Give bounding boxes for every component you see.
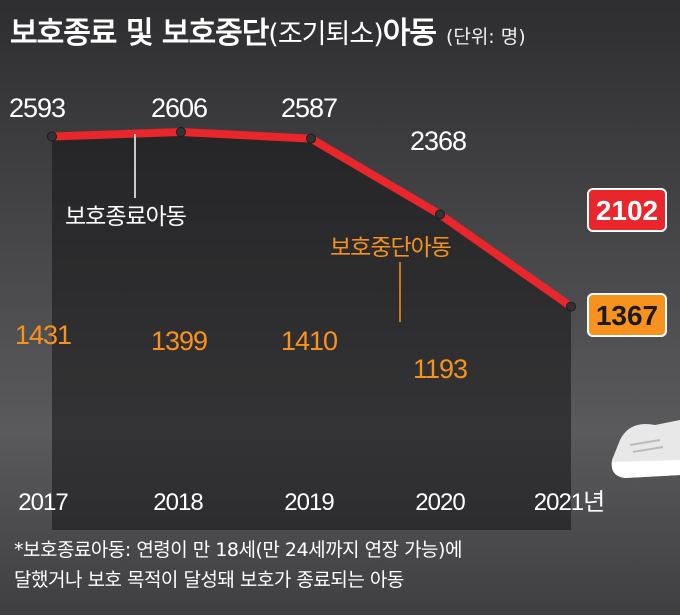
- footnote-line-2: 달했거나 보호 목적이 달성돼 보호가 종료되는 아동: [14, 569, 404, 591]
- footnote: *보호종료아동: 연령이 만 18세(만 24세까지 연장 가능)에 달했거나 …: [14, 535, 670, 595]
- point-s1-1: [47, 131, 57, 142]
- sneaker-illustration: [611, 420, 680, 478]
- point-s1-2: [176, 127, 186, 137]
- x-tick-5: 2021년: [534, 489, 604, 516]
- point-s1-5: [566, 301, 576, 312]
- x-tick-1: 2017: [18, 489, 68, 516]
- x-tick-2: 2018: [153, 489, 203, 516]
- chart-title: 보호종료 및 보호중단 (조기퇴소) 아동 (단위: 명): [10, 8, 670, 51]
- footnote-line-1: *보호종료아동: 연령이 만 18세(만 24세까지 연장 가능)에: [14, 539, 462, 561]
- line-chart: 2593 2606 2587 2368 2102 1431 1399 1410 1193 1367…: [9, 93, 667, 530]
- point-s1-4: [435, 209, 445, 220]
- data-label-s2-4: 1193: [413, 354, 467, 384]
- point-s1-3: [306, 133, 316, 144]
- data-label-s2-2: 1399: [151, 326, 207, 356]
- title-main: 보호종료 및 보호중단: [10, 16, 269, 51]
- series-label-1: 보호종료아동: [65, 204, 186, 230]
- title-paren: (조기퇴소): [268, 19, 383, 50]
- series-label-2: 보호중단아동: [330, 235, 451, 261]
- data-label-s2-1: 1431: [15, 320, 71, 350]
- data-label-s2-5: 1367: [596, 300, 658, 331]
- data-label-s2-3: 1410: [281, 326, 337, 356]
- data-label-box-s1: [587, 188, 667, 232]
- data-label-s1-3: 2587: [281, 93, 337, 123]
- series-band: [52, 132, 571, 530]
- unit-label: (단위: 명): [445, 26, 526, 48]
- data-label-box-s2: [587, 293, 667, 337]
- data-label-s1-2: 2606: [151, 93, 207, 123]
- x-tick-3: 2019: [284, 489, 334, 516]
- data-label-s1-4: 2368: [410, 126, 466, 156]
- data-label-s1-5: 2102: [596, 195, 658, 226]
- title-end: 아동: [382, 16, 437, 51]
- x-tick-4: 2020: [415, 489, 465, 516]
- data-label-s1-1: 2593: [9, 93, 65, 123]
